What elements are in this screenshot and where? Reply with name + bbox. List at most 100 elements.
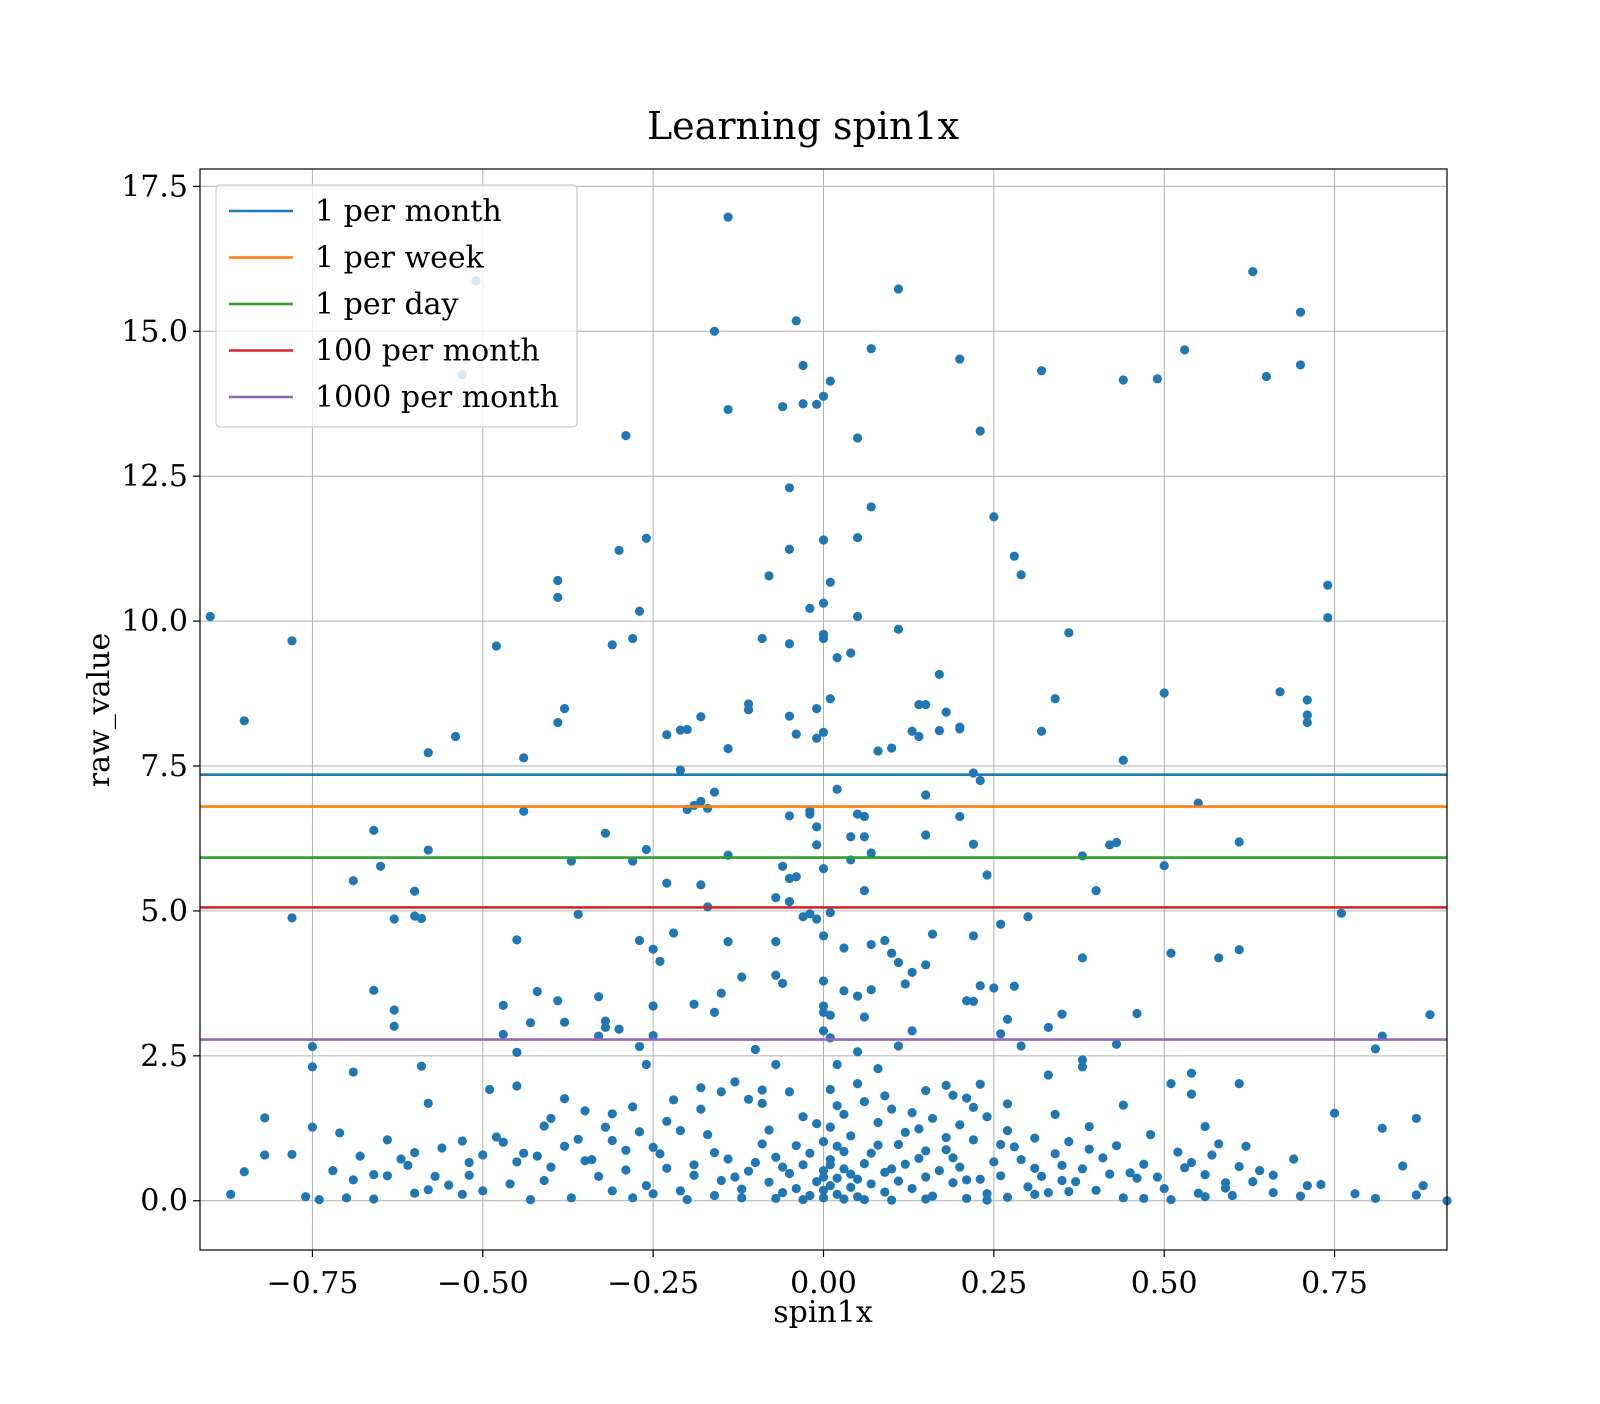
- scatter-point: [709, 1190, 720, 1201]
- scatter-point: [403, 1160, 413, 1170]
- scatter-point: [852, 533, 863, 543]
- scatter-point: [1261, 371, 1272, 382]
- scatter-point: [1098, 1153, 1108, 1163]
- scatter-point: [423, 845, 433, 855]
- scatter-point: [491, 641, 502, 651]
- scatter-point: [961, 1175, 972, 1185]
- scatter-point: [941, 1132, 951, 1143]
- scatter-point: [1036, 366, 1047, 376]
- scatter-point: [900, 1159, 910, 1169]
- scatter-point: [348, 1175, 358, 1185]
- scatter-point: [764, 1177, 774, 1187]
- scatter-point: [921, 790, 931, 800]
- scatter-point: [982, 870, 992, 880]
- scatter-point: [532, 986, 542, 997]
- scatter-point: [968, 996, 979, 1006]
- scatter-point: [1077, 851, 1088, 861]
- scatter-point: [723, 744, 733, 754]
- scatter-point: [1111, 837, 1122, 848]
- scatter-point: [1077, 1055, 1088, 1065]
- scatter-point: [260, 1150, 270, 1160]
- scatter-point: [825, 1160, 835, 1170]
- scatter-point: [1241, 1141, 1251, 1151]
- scatter-point: [812, 840, 822, 850]
- scatter-point: [975, 981, 985, 991]
- legend: 1 per month 1 per week 1 per day 100 per mo…: [215, 184, 578, 428]
- scatter-point: [893, 1176, 904, 1186]
- scatter-point: [982, 1195, 992, 1205]
- scatter-point: [1002, 1099, 1013, 1109]
- scatter-point: [1302, 1181, 1312, 1191]
- scatter-point: [1295, 360, 1306, 370]
- x-tick-label: −0.25: [607, 1266, 699, 1301]
- scatter-point: [314, 1194, 324, 1205]
- scatter-point: [996, 919, 1006, 929]
- scatter-point: [825, 1084, 835, 1095]
- scatter-point: [1084, 1121, 1094, 1132]
- scatter-point: [559, 1017, 570, 1027]
- scatter-point: [559, 1141, 570, 1151]
- scatter-point: [1009, 981, 1019, 991]
- scatter-point: [1350, 1189, 1360, 1199]
- scatter-point: [634, 1041, 645, 1052]
- scatter-point: [641, 1181, 651, 1191]
- scatter-point: [1043, 1022, 1053, 1033]
- scatter-point: [825, 1010, 835, 1020]
- scatter-point: [546, 1113, 556, 1124]
- scatter-point: [668, 1095, 679, 1105]
- scatter-point: [818, 598, 829, 608]
- scatter-point: [553, 575, 563, 586]
- scatter-point: [348, 876, 358, 886]
- scatter-point: [859, 1159, 869, 1169]
- scatter-point: [382, 1171, 392, 1181]
- scatter-point: [301, 1192, 311, 1202]
- scatter-point: [648, 944, 658, 954]
- scatter-point: [852, 1047, 863, 1057]
- scatter-point: [648, 1001, 658, 1011]
- scatter-point: [1016, 570, 1026, 580]
- scatter-point: [832, 1101, 842, 1111]
- scatter-point: [730, 1172, 740, 1182]
- scatter-point: [1023, 1182, 1033, 1192]
- scatter-point: [416, 1061, 427, 1071]
- scatter-point: [1043, 1188, 1053, 1198]
- scatter-point: [1425, 1010, 1435, 1020]
- scatter-point: [907, 1108, 917, 1118]
- scatter-point: [682, 724, 692, 735]
- scatter-point: [1207, 1150, 1217, 1160]
- scatter-point: [989, 1157, 999, 1167]
- scatter-point: [852, 1079, 863, 1089]
- scatter-point: [832, 653, 842, 663]
- scatter-point: [812, 822, 822, 832]
- scatter-point: [750, 1044, 760, 1055]
- scatter-point: [812, 1177, 822, 1187]
- scatter-point: [662, 730, 672, 740]
- scatter-point: [880, 1187, 890, 1197]
- scatter-point: [757, 1139, 767, 1149]
- scatter-point: [457, 1189, 467, 1199]
- scatter-point: [975, 426, 985, 436]
- scatter-point: [1234, 945, 1244, 955]
- scatter-point: [1370, 1193, 1381, 1204]
- scatter-point: [723, 937, 733, 947]
- scatter-point: [1009, 551, 1019, 561]
- scatter-point: [1118, 1193, 1128, 1203]
- scatter-point: [1248, 266, 1258, 277]
- scatter-point: [832, 1173, 842, 1183]
- scatter-point: [1193, 1188, 1203, 1198]
- scatter-point: [832, 784, 842, 794]
- scatter-point: [934, 726, 944, 736]
- scatter-point: [914, 1153, 924, 1164]
- scatter-point: [621, 431, 631, 441]
- scatter-point: [1166, 1194, 1176, 1205]
- scatter-point: [893, 1041, 904, 1051]
- scatter-point: [634, 606, 645, 616]
- scatter-point: [764, 571, 774, 581]
- scatter-point: [1016, 1041, 1026, 1051]
- scatter-point: [369, 1194, 379, 1204]
- scatter-point: [825, 908, 835, 918]
- scatter-point: [553, 592, 563, 602]
- scatter-point: [478, 1186, 488, 1196]
- scatter-point: [512, 1081, 522, 1091]
- scatter-point: [805, 1190, 815, 1201]
